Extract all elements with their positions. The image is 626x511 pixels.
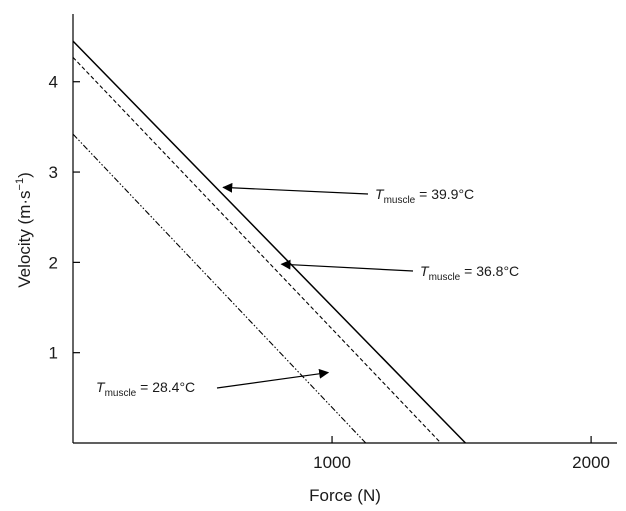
- series-line-0-solid: [72, 40, 466, 444]
- annotation-28-4-label: Tmuscle = 28.4°C: [96, 379, 195, 399]
- annotations: Tmuscle = 39.9°C Tmuscle = 36.8°C Tmuscl…: [96, 182, 519, 399]
- annotation-28-4-arrow: [216, 368, 330, 389]
- y-tick-label-2: 2: [49, 253, 58, 272]
- annotation-39-9-arrow: [222, 182, 369, 195]
- y-tick-label-1: 1: [49, 344, 58, 363]
- y-axis-title: Velocity (m·s−1): [14, 172, 34, 288]
- annotation-39-9: Tmuscle = 39.9°C: [222, 182, 474, 206]
- axis-titles: Force (N) Velocity (m·s−1): [14, 172, 381, 505]
- y-tick-label-3: 3: [49, 163, 58, 182]
- annotation-28-4: Tmuscle = 28.4°C: [96, 368, 330, 399]
- x-tick-label-1000: 1000: [313, 453, 351, 472]
- annotation-36-8-label: Tmuscle = 36.8°C: [420, 263, 519, 283]
- series-line-2-dash-dot: [72, 133, 367, 444]
- annotation-36-8: Tmuscle = 36.8°C: [280, 259, 519, 283]
- annotation-39-9-label: Tmuscle = 39.9°C: [375, 186, 474, 206]
- ticks: 1000 2000 1 2 3 4: [49, 73, 610, 472]
- axes: [72, 14, 617, 444]
- series: [72, 40, 466, 444]
- annotation-36-8-arrow: [280, 259, 414, 272]
- x-tick-label-2000: 2000: [572, 453, 610, 472]
- x-axis-title: Force (N): [309, 486, 381, 505]
- y-tick-label-4: 4: [49, 73, 58, 92]
- series-line-1-dashed: [72, 56, 442, 444]
